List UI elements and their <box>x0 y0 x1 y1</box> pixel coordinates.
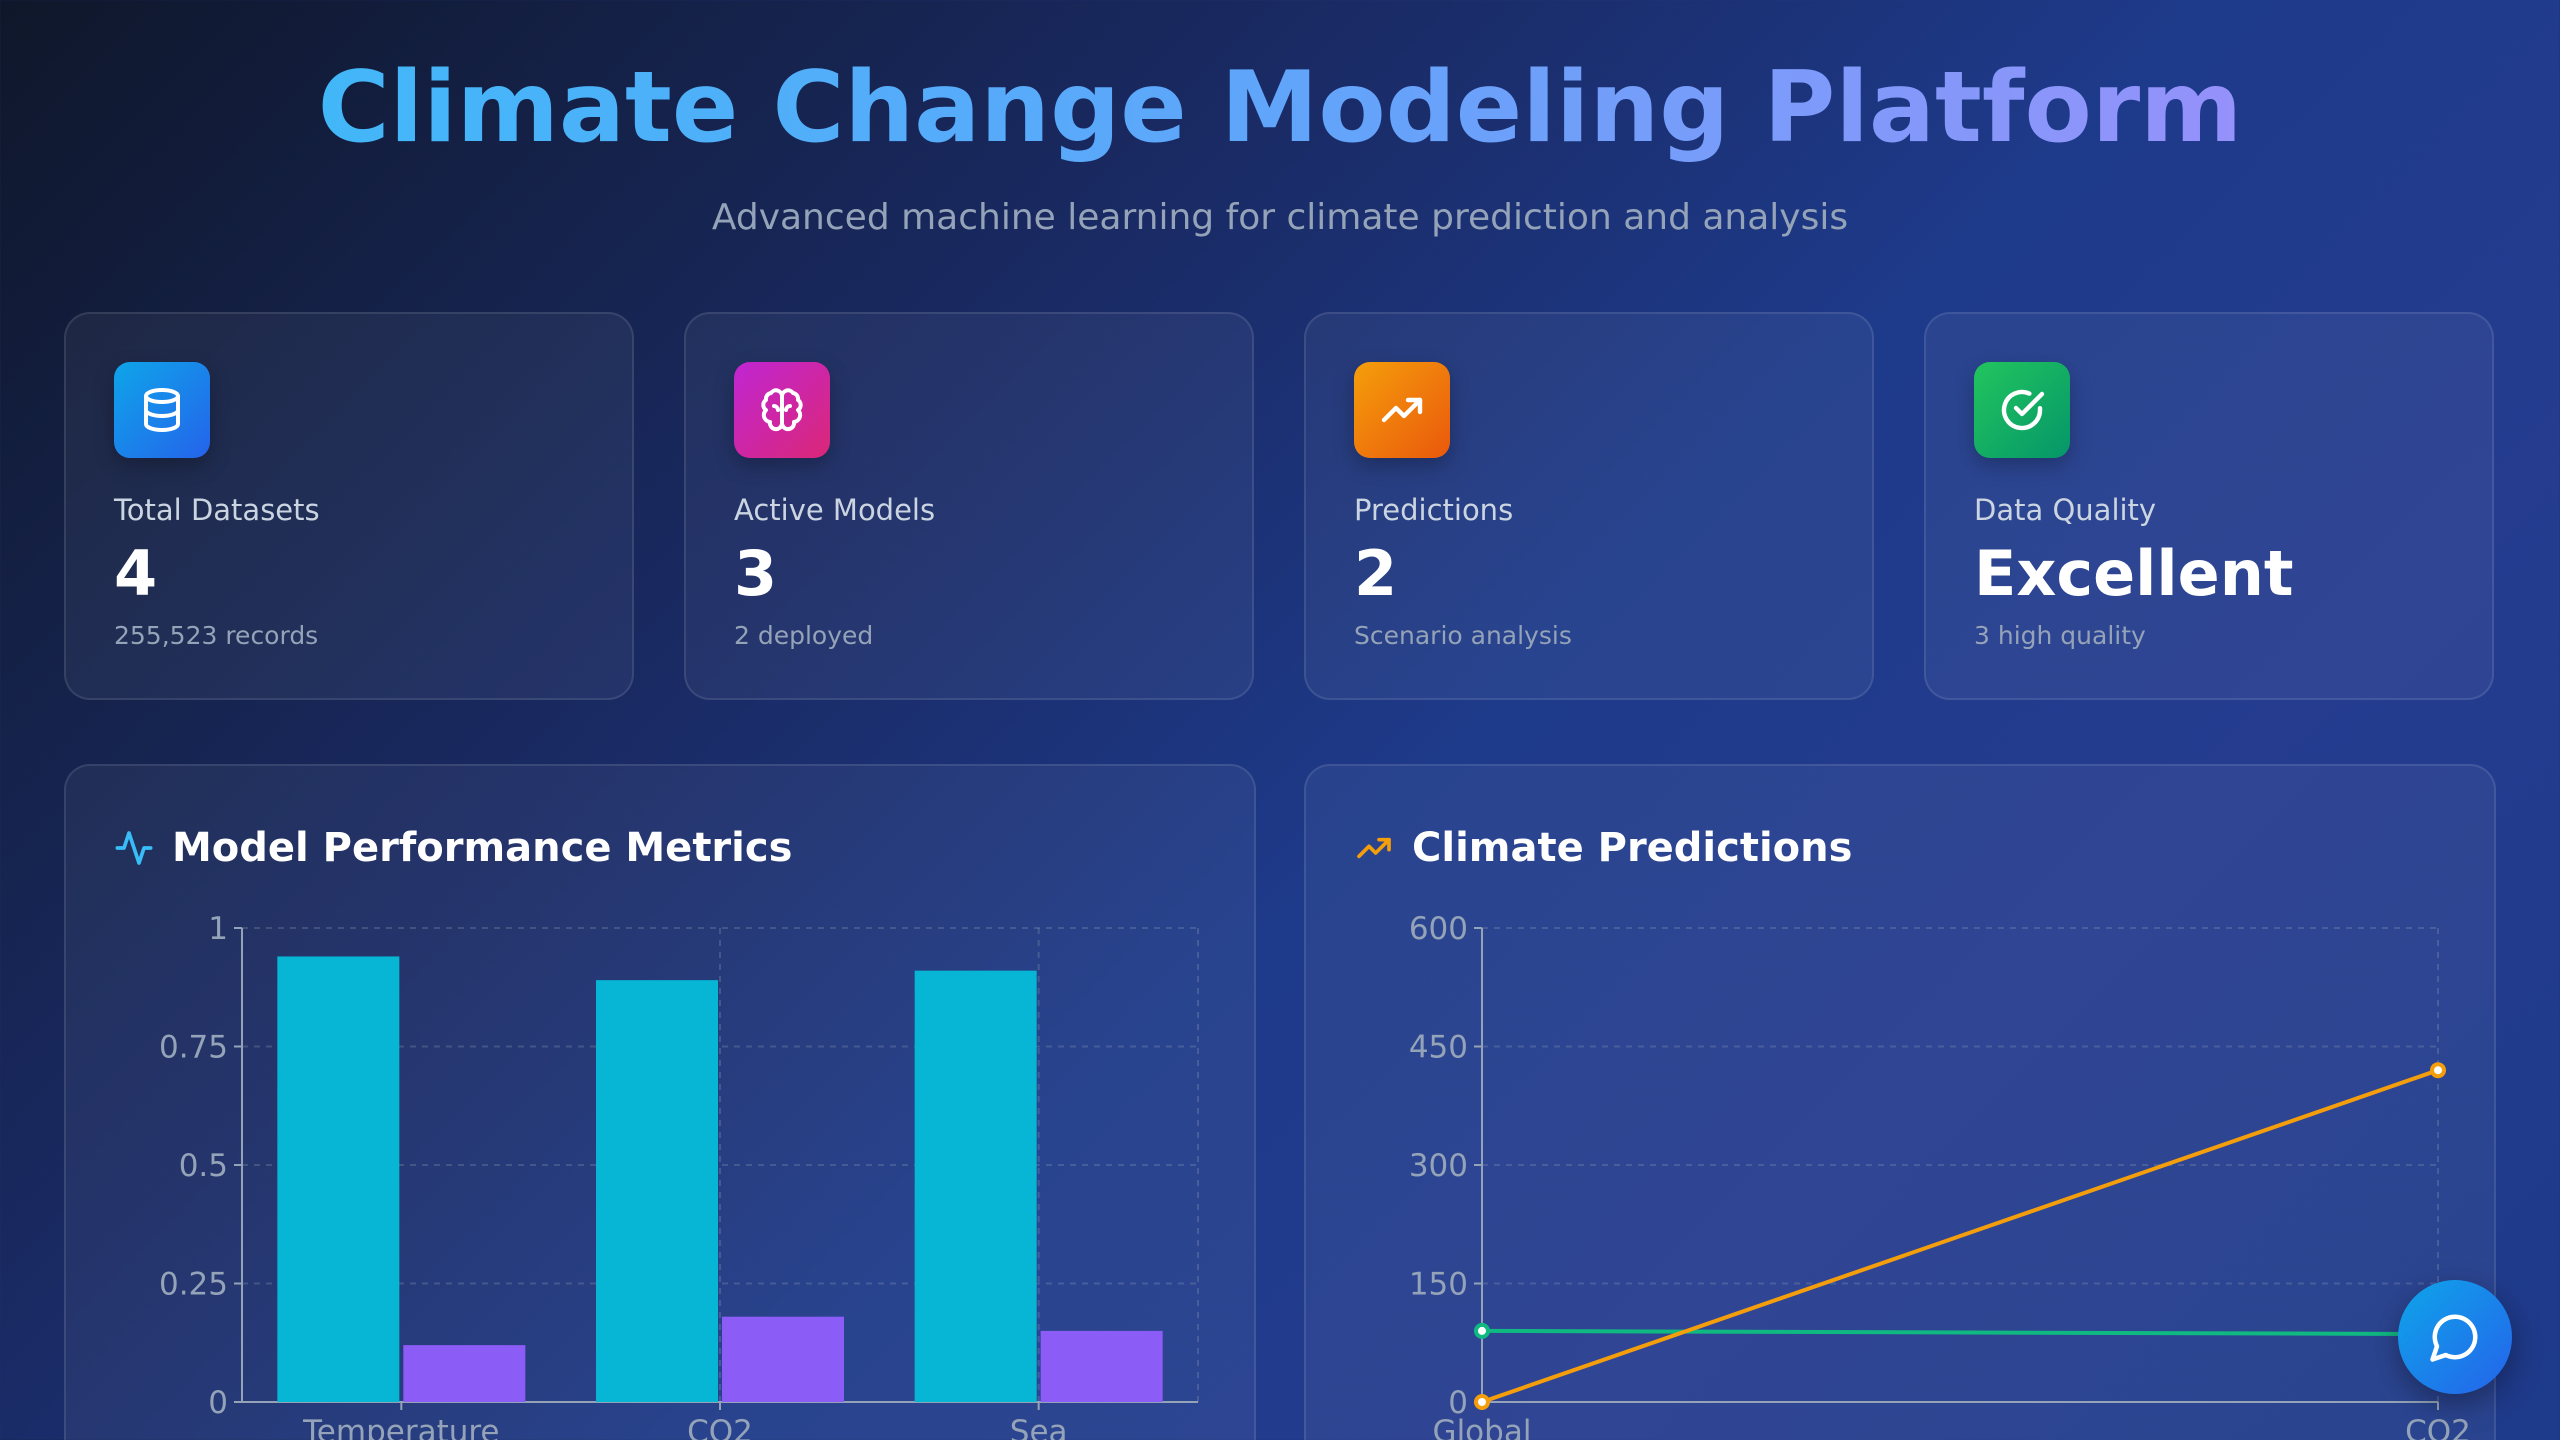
bar[interactable] <box>403 1345 526 1402</box>
check-circle-icon <box>1974 362 2070 458</box>
chat-button[interactable] <box>2398 1280 2512 1394</box>
page-title: Climate Change Modeling Platform <box>0 48 2560 168</box>
model-performance-panel: Model Performance Metrics 0 0.25 0.5 0.75 1 T… <box>64 764 1256 1440</box>
y-tick-label: 600 <box>1409 911 1468 947</box>
bar[interactable] <box>1040 1330 1163 1402</box>
database-icon <box>114 362 210 458</box>
stat-value: 4 <box>114 537 158 610</box>
bar[interactable] <box>277 956 400 1402</box>
data-point[interactable] <box>1474 1322 1490 1339</box>
stat-card-total-datasets: Total Datasets 4 255,523 records <box>64 312 634 700</box>
bar[interactable] <box>722 1316 844 1402</box>
stat-subtext: 2 deployed <box>734 621 874 650</box>
stat-subtext: 255,523 records <box>114 621 319 650</box>
series-line <box>1481 1068 2439 1404</box>
y-tick-label: 450 <box>1409 1030 1468 1066</box>
stat-label: Predictions <box>1354 493 1514 527</box>
stat-card-active-models: Active Models 3 2 deployed <box>684 312 1254 700</box>
stat-value: 3 <box>734 537 778 610</box>
x-tick-label: CO2 <box>687 1414 753 1440</box>
bar[interactable] <box>914 970 1037 1402</box>
x-tick-label: CO2 <box>2405 1414 2471 1440</box>
stat-label: Data Quality <box>1974 493 2157 527</box>
stat-label: Total Datasets <box>114 493 320 527</box>
data-point[interactable] <box>2430 1062 2446 1079</box>
stat-value: Excellent <box>1974 537 2294 610</box>
chat-bubble-icon <box>2430 1314 2478 1362</box>
panel-title: Model Performance Metrics <box>172 825 793 871</box>
y-tick-label: 300 <box>1409 1148 1468 1184</box>
stat-card-predictions: Predictions 2 Scenario analysis <box>1304 312 1874 700</box>
panel-title: Climate Predictions <box>1412 825 1853 871</box>
stat-card-data-quality: Data Quality Excellent 3 high quality <box>1924 312 2494 700</box>
climate-predictions-panel: Climate Predictions 0 150 300 450 600 Global C… <box>1304 764 2496 1440</box>
x-tick-label: Temperature <box>302 1414 499 1440</box>
climate-predictions-chart: 0 150 300 450 600 Global CO2 <box>1409 911 2471 1440</box>
y-tick-label: 150 <box>1409 1267 1468 1303</box>
data-point[interactable] <box>1474 1394 1490 1410</box>
series-line <box>1481 1328 2439 1337</box>
x-tick-label: Global <box>1433 1414 1532 1440</box>
y-tick-label: 1 <box>208 911 228 947</box>
activity-icon <box>115 831 153 865</box>
y-tick-label: 0.25 <box>159 1267 228 1303</box>
bar[interactable] <box>596 980 718 1402</box>
stat-label: Active Models <box>734 493 936 527</box>
stat-subtext: 3 high quality <box>1974 621 2146 650</box>
model-performance-chart: 0 0.25 0.5 0.75 1 Temperature CO2 Sea <box>159 911 1199 1440</box>
x-tick-label: Sea <box>1010 1414 1068 1440</box>
y-tick-label: 0 <box>1448 1385 1468 1421</box>
page-subtitle: Advanced machine learning for climate pr… <box>711 197 1849 238</box>
trending-up-icon <box>1354 362 1450 458</box>
y-tick-label: 0 <box>208 1385 228 1421</box>
y-tick-label: 0.75 <box>159 1030 228 1066</box>
stat-subtext: Scenario analysis <box>1354 621 1572 650</box>
stat-value: 2 <box>1354 537 1398 610</box>
trending-up-icon <box>1357 837 1391 859</box>
y-tick-label: 0.5 <box>179 1148 228 1184</box>
brain-icon <box>734 362 830 458</box>
